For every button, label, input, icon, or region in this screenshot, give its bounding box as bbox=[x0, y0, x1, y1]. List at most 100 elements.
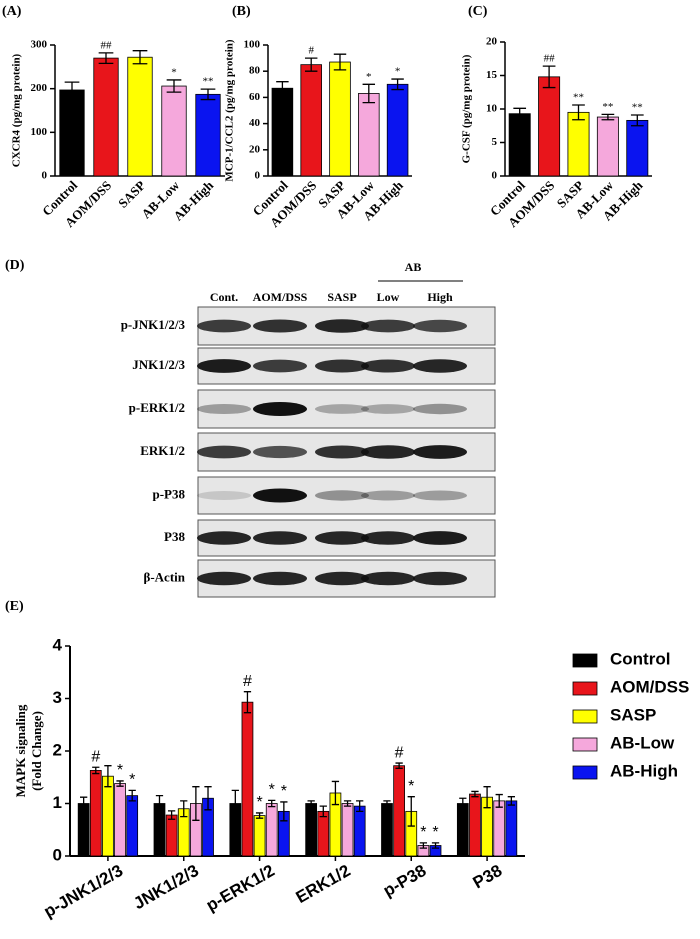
y-tick-label: 5 bbox=[492, 136, 498, 148]
error-bar bbox=[192, 786, 200, 821]
bar bbox=[381, 803, 393, 857]
bar bbox=[195, 93, 221, 177]
blot-band bbox=[413, 359, 467, 373]
blot-row-label: P38 bbox=[164, 529, 185, 544]
error-bar bbox=[319, 805, 327, 818]
y-axis-label: (Fold Change) bbox=[29, 711, 44, 791]
error-bar bbox=[362, 83, 376, 104]
blot-band bbox=[413, 403, 467, 415]
blot-band bbox=[253, 359, 307, 373]
blot-band bbox=[315, 571, 369, 586]
error-bar bbox=[128, 789, 136, 802]
error-bar bbox=[304, 57, 318, 72]
error-bar bbox=[307, 800, 315, 807]
significance-mark: * bbox=[281, 783, 287, 800]
blot-band bbox=[361, 359, 415, 373]
legend-swatch bbox=[572, 765, 598, 780]
bar bbox=[386, 83, 409, 177]
blot-band bbox=[361, 445, 415, 459]
y-axis-label: G-CSF (pg/mg protein) bbox=[461, 54, 473, 163]
error-bar bbox=[419, 842, 428, 849]
bar bbox=[596, 116, 619, 177]
y-tick-label: 20 bbox=[486, 36, 498, 48]
panel-label: (C) bbox=[468, 4, 488, 19]
error-bar bbox=[513, 107, 527, 120]
legend-swatch bbox=[572, 653, 598, 668]
y-tick-label: 100 bbox=[244, 39, 261, 51]
significance-mark: * bbox=[129, 772, 135, 789]
significance-mark: # bbox=[243, 673, 252, 690]
bar bbox=[165, 814, 178, 857]
blot-band bbox=[315, 531, 369, 545]
blot-band bbox=[413, 490, 467, 501]
significance-mark: * bbox=[366, 71, 372, 83]
error-bar bbox=[601, 113, 615, 121]
y-tick-label: 0 bbox=[255, 170, 261, 182]
bar bbox=[567, 111, 590, 177]
y-tick-label: 0 bbox=[492, 170, 498, 182]
error-bar bbox=[200, 88, 216, 101]
error-bar bbox=[280, 801, 288, 822]
blot-band bbox=[361, 404, 415, 414]
y-axis-label: MAPK signaling bbox=[13, 704, 28, 797]
blot-band bbox=[361, 531, 415, 545]
blot-band bbox=[253, 402, 307, 416]
legend-swatch bbox=[572, 681, 598, 696]
significance-mark: ** bbox=[632, 102, 643, 114]
error-bar bbox=[471, 790, 479, 798]
error-bar bbox=[243, 691, 252, 714]
error-bar bbox=[80, 796, 88, 811]
bar bbox=[253, 815, 266, 857]
lane-label: Cont. bbox=[210, 290, 238, 304]
bar bbox=[358, 93, 380, 177]
y-tick-label: 200 bbox=[31, 82, 48, 94]
error-bar bbox=[331, 780, 340, 806]
blot-band bbox=[413, 445, 467, 459]
bar bbox=[114, 783, 126, 857]
lane-label: High bbox=[427, 290, 453, 304]
significance-mark: * bbox=[432, 824, 438, 841]
bar bbox=[305, 803, 318, 857]
blot-band bbox=[361, 571, 415, 586]
y-tick-label: 0 bbox=[53, 845, 62, 864]
bar bbox=[493, 800, 506, 857]
lane-label: AOM/DSS bbox=[253, 290, 308, 304]
blot-band bbox=[253, 571, 307, 586]
y-tick-label: 20 bbox=[249, 143, 261, 155]
bar bbox=[393, 765, 405, 857]
significance-mark: # bbox=[395, 744, 404, 761]
error-bar bbox=[431, 842, 440, 849]
error-bar bbox=[64, 81, 80, 99]
bar bbox=[538, 76, 561, 177]
y-tick-label: 100 bbox=[31, 126, 48, 138]
blot-band bbox=[253, 319, 307, 333]
bar bbox=[329, 61, 351, 177]
error-bar bbox=[98, 52, 114, 64]
error-bar bbox=[166, 79, 182, 93]
error-bar bbox=[132, 50, 148, 65]
bar bbox=[59, 89, 85, 177]
significance-mark: ** bbox=[203, 76, 214, 88]
significance-mark: ** bbox=[573, 92, 584, 104]
error-bar bbox=[155, 794, 164, 813]
y-axis-label: MCP-1/CCL2 (pg/mg protein) bbox=[224, 39, 236, 182]
bar bbox=[626, 119, 649, 177]
blot-band bbox=[253, 445, 307, 459]
lane-label: Low bbox=[377, 290, 400, 304]
panel-label: (D) bbox=[5, 258, 25, 273]
bar bbox=[127, 56, 153, 177]
blot-row-label: JNK1/2/3 bbox=[132, 357, 185, 372]
blot-band bbox=[315, 490, 369, 501]
blot-band bbox=[197, 531, 251, 545]
y-tick-label: 40 bbox=[249, 117, 261, 129]
blot-row-label: ERK1/2 bbox=[140, 443, 185, 458]
error-bar bbox=[104, 765, 112, 788]
blot-row-label: p-ERK1/2 bbox=[129, 400, 185, 415]
significance-mark: ## bbox=[101, 39, 113, 51]
blot-band bbox=[315, 445, 369, 459]
error-bar bbox=[495, 793, 503, 808]
significance-mark: * bbox=[117, 762, 123, 779]
bar bbox=[102, 775, 114, 857]
error-bar bbox=[180, 800, 188, 818]
